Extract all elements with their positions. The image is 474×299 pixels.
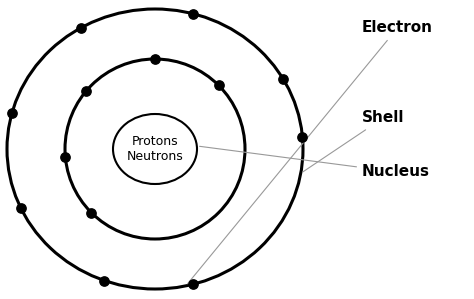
Text: Electron: Electron (188, 21, 433, 284)
Point (151, 57, 159, 61)
Point (279, 77, 287, 81)
Point (62, 155, 69, 159)
Point (8, 110, 16, 115)
Point (100, 278, 108, 283)
Point (190, 282, 197, 287)
Text: Nucleus: Nucleus (200, 146, 430, 179)
Point (82, 89, 90, 94)
Point (190, 11, 197, 16)
Point (88, 210, 95, 215)
Text: Protons
Neutrons: Protons Neutrons (127, 135, 183, 163)
Point (77, 25, 85, 30)
Point (215, 83, 222, 88)
Point (299, 135, 306, 139)
Point (17, 206, 25, 210)
Text: Shell: Shell (303, 111, 404, 172)
